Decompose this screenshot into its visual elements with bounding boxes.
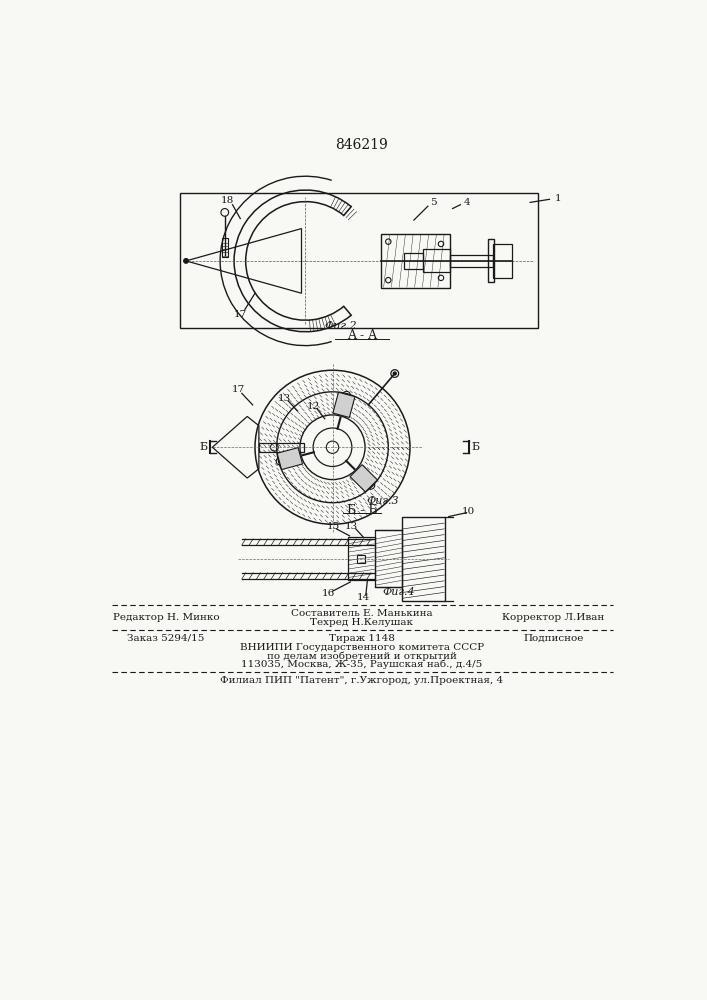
Polygon shape xyxy=(333,392,355,417)
Text: 15: 15 xyxy=(327,522,340,531)
Bar xyxy=(423,249,450,272)
Text: 16: 16 xyxy=(322,589,335,598)
Circle shape xyxy=(184,259,188,263)
Bar xyxy=(375,530,402,587)
Text: 13: 13 xyxy=(278,394,291,403)
Bar xyxy=(180,193,538,328)
Text: Подписное: Подписное xyxy=(523,634,583,643)
Text: по делам изобретений и открытий: по делам изобретений и открытий xyxy=(267,651,457,661)
Text: Корректор Л.Иван: Корректор Л.Иван xyxy=(502,613,604,622)
Text: 18: 18 xyxy=(221,196,235,205)
Text: 113035, Москва, Ж-35, Раушская наб., д.4/5: 113035, Москва, Ж-35, Раушская наб., д.4… xyxy=(241,660,483,669)
Circle shape xyxy=(345,394,348,397)
Text: 17: 17 xyxy=(231,385,245,394)
Text: Фиг.2: Фиг.2 xyxy=(324,321,356,331)
Circle shape xyxy=(369,484,373,487)
Bar xyxy=(357,555,365,563)
Bar xyxy=(259,443,304,452)
Text: Техред Н.Келушак: Техред Н.Келушак xyxy=(310,618,414,627)
Bar xyxy=(488,239,493,282)
Text: Фиг.4: Фиг.4 xyxy=(382,587,415,597)
Bar xyxy=(348,537,375,580)
Polygon shape xyxy=(277,448,303,470)
Text: Тираж 1148: Тираж 1148 xyxy=(329,634,395,643)
Text: Редактор Н. Минко: Редактор Н. Минко xyxy=(112,613,219,622)
Text: Заказ 5294/15: Заказ 5294/15 xyxy=(127,634,204,643)
Text: Б: Б xyxy=(199,442,207,452)
Text: Составитель Е. Манькина: Составитель Е. Манькина xyxy=(291,609,433,618)
Text: 14: 14 xyxy=(357,593,370,602)
Text: 846219: 846219 xyxy=(336,138,388,152)
Text: 17: 17 xyxy=(233,310,247,319)
Polygon shape xyxy=(350,465,378,492)
Bar xyxy=(222,238,228,257)
Bar xyxy=(402,517,445,601)
Text: 5: 5 xyxy=(430,198,436,207)
Circle shape xyxy=(393,372,397,375)
Bar xyxy=(493,244,513,278)
Text: 13: 13 xyxy=(345,522,358,531)
Text: 10: 10 xyxy=(462,507,474,516)
Text: A - A: A - A xyxy=(347,329,377,342)
Text: 12: 12 xyxy=(307,402,320,411)
Bar xyxy=(380,234,450,288)
Text: 4: 4 xyxy=(463,198,470,207)
Circle shape xyxy=(279,460,281,463)
Text: ВНИИПИ Государственного комитета СССР: ВНИИПИ Государственного комитета СССР xyxy=(240,643,484,652)
Bar xyxy=(450,255,493,267)
Text: 1: 1 xyxy=(555,194,561,203)
Text: Б - Б: Б - Б xyxy=(346,504,378,517)
Bar xyxy=(404,253,423,269)
Text: Филиал ПИП "Патент", г.Ужгород, ул.Проектная, 4: Филиал ПИП "Патент", г.Ужгород, ул.Проек… xyxy=(221,676,503,685)
Text: Б: Б xyxy=(472,442,480,452)
Text: Фиг.3: Фиг.3 xyxy=(366,496,399,506)
